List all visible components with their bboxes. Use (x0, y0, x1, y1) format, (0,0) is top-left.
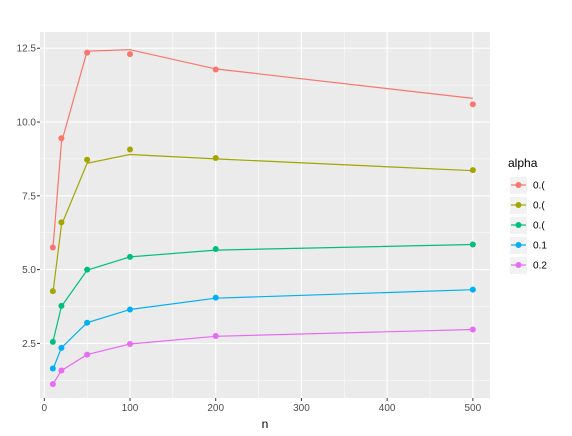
legend-key-point (515, 262, 522, 268)
legend-key-point (515, 182, 522, 188)
series-line (52, 49, 473, 249)
data-point (58, 344, 65, 351)
data-point (469, 326, 476, 333)
data-point (127, 51, 133, 58)
data-point (58, 367, 65, 374)
data-point (49, 244, 56, 251)
data-point (58, 135, 65, 142)
data-point (469, 241, 476, 248)
y-axis-ticks: 2.5 5.0 7.5 10.0 12.5 (17, 44, 40, 350)
data-point (469, 101, 476, 108)
data-point (84, 156, 91, 163)
x-axis-ticks: 0 100 200 300 400 500 (42, 398, 482, 414)
y-tick-label: 12.5 (17, 44, 37, 55)
data-point (212, 66, 219, 73)
series-lines (52, 49, 473, 385)
data-point (84, 319, 91, 326)
series-line (52, 243, 473, 343)
data-point (127, 146, 133, 153)
series-line (52, 289, 473, 370)
grid-major (40, 32, 490, 398)
data-point (212, 294, 219, 301)
data-point (127, 340, 133, 347)
legend-title: alpha (508, 156, 538, 170)
x-tick-label: 100 (122, 403, 139, 414)
data-point (58, 219, 65, 226)
legend-label: 0.( (533, 201, 545, 212)
data-point (84, 351, 91, 358)
grid-minor (40, 32, 490, 398)
legend-key-point (515, 222, 522, 228)
x-tick-label: 200 (207, 403, 224, 414)
legend-key-point (515, 202, 522, 208)
x-tick-label: 400 (379, 403, 396, 414)
data-point (49, 338, 56, 345)
y-tick-label: 10.0 (17, 118, 37, 129)
y-tick-label: 2.5 (22, 339, 36, 350)
data-point (49, 288, 56, 295)
x-tick-label: 300 (293, 403, 310, 414)
y-tick-label: 5.0 (22, 265, 36, 276)
data-point (84, 266, 91, 273)
panel-background (40, 32, 490, 398)
data-point (84, 49, 91, 56)
data-point (212, 155, 219, 162)
data-point (58, 302, 65, 309)
x-axis-title: n (262, 417, 269, 431)
data-point (49, 381, 56, 388)
y-tick-label: 7.5 (22, 191, 36, 202)
x-tick-label: 0 (42, 403, 48, 414)
legend: alpha 0.( 0.( 0.( 0.1 0.2 (508, 156, 547, 274)
series-points (49, 49, 476, 388)
legend-label: 0.( (533, 221, 545, 232)
data-point (127, 306, 133, 313)
series-line (52, 153, 473, 294)
data-point (469, 286, 476, 293)
legend-label: 0.( (533, 181, 545, 192)
data-point (49, 365, 56, 372)
data-point (469, 167, 476, 174)
legend-key-point (515, 242, 522, 248)
legend-label: 0.1 (533, 241, 547, 252)
legend-label: 0.2 (533, 261, 547, 272)
data-point (212, 245, 219, 252)
data-point (127, 253, 133, 260)
x-tick-label: 500 (465, 403, 482, 414)
data-point (212, 333, 219, 340)
